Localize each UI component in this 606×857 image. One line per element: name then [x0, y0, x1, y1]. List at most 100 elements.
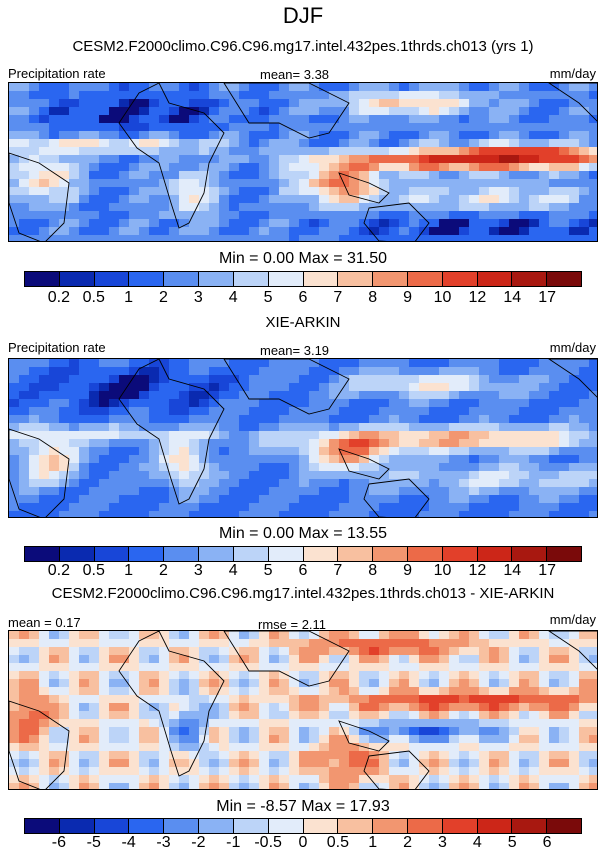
map-cell: [179, 107, 190, 116]
panel-1-map-plot: [9, 83, 597, 241]
map-cell: [429, 203, 440, 212]
map-cell: [29, 703, 40, 712]
map-cell: [289, 163, 300, 172]
map-cell: [39, 663, 50, 672]
map-cell: [499, 123, 510, 132]
map-cell: [279, 487, 290, 496]
map-cell: [479, 463, 490, 472]
map-cell: [289, 367, 300, 376]
map-cell: [519, 383, 530, 392]
map-cell: [309, 415, 320, 424]
map-cell: [289, 463, 300, 472]
map-cell: [359, 211, 370, 220]
map-cell: [219, 163, 230, 172]
map-cell: [39, 783, 50, 789]
map-cell: [169, 735, 180, 744]
colorbar-tick-label: -2: [191, 834, 206, 851]
map-cell: [199, 679, 210, 688]
map-cell: [479, 631, 490, 640]
map-cell: [499, 631, 510, 640]
map-cell: [579, 479, 590, 488]
map-cell: [29, 195, 40, 204]
map-cell: [99, 107, 110, 116]
map-cell: [19, 711, 30, 720]
map-cell: [589, 147, 597, 156]
colorbar-tick-label: -4: [121, 834, 136, 851]
map-cell: [199, 447, 210, 456]
map-cell: [279, 227, 290, 236]
map-cell: [169, 139, 180, 148]
map-cell: [39, 399, 50, 408]
map-cell: [89, 107, 100, 116]
map-cell: [499, 647, 510, 656]
map-cell: [429, 767, 440, 776]
map-cell: [319, 431, 330, 440]
map-cell: [579, 195, 590, 204]
map-cell: [219, 655, 230, 664]
map-cell: [19, 367, 30, 376]
map-cell: [469, 639, 480, 648]
map-cell: [579, 703, 590, 712]
map-cell: [489, 219, 500, 228]
map-cell: [249, 671, 260, 680]
map-cell: [219, 399, 230, 408]
map-cell: [389, 751, 400, 760]
map-cell: [129, 775, 140, 784]
map-cell: [409, 503, 420, 512]
map-cell: [229, 631, 240, 640]
map-cell: [9, 455, 20, 464]
map-cell: [139, 655, 150, 664]
map-cell: [179, 463, 190, 472]
map-cell: [519, 655, 530, 664]
map-cell: [529, 695, 540, 704]
panel-2-colorbar: [24, 546, 582, 562]
map-cell: [369, 147, 380, 156]
map-cell: [209, 123, 220, 132]
map-cell: [579, 727, 590, 736]
map-cell: [109, 171, 120, 180]
map-cell: [29, 663, 40, 672]
map-cell: [19, 219, 30, 228]
map-cell: [459, 139, 470, 148]
map-cell: [59, 463, 70, 472]
map-cell: [329, 711, 340, 720]
map-cell: [529, 163, 540, 172]
map-cell: [239, 735, 250, 744]
map-cell: [579, 407, 590, 416]
map-cell: [229, 203, 240, 212]
map-cell: [449, 447, 460, 456]
map-cell: [19, 751, 30, 760]
map-cell: [49, 759, 60, 768]
map-cell: [589, 703, 597, 712]
map-cell: [269, 695, 280, 704]
map-cell: [509, 703, 520, 712]
map-cell: [39, 203, 50, 212]
map-cell: [279, 115, 290, 124]
map-cell: [219, 155, 230, 164]
map-cell: [319, 187, 330, 196]
map-cell: [429, 219, 440, 228]
map-cell: [109, 471, 120, 480]
map-cell: [379, 219, 390, 228]
map-cell: [399, 115, 410, 124]
map-cell: [399, 195, 410, 204]
map-cell: [199, 91, 210, 100]
map-cell: [529, 663, 540, 672]
map-cell: [79, 719, 90, 728]
map-cell: [549, 91, 560, 100]
map-cell: [9, 407, 20, 416]
map-cell: [249, 719, 260, 728]
map-cell: [209, 687, 220, 696]
map-cell: [389, 631, 400, 640]
coastline: [9, 152, 70, 241]
map-cell: [189, 511, 200, 517]
map-cell: [519, 503, 530, 512]
map-cell: [339, 439, 350, 448]
map-cell: [329, 679, 340, 688]
map-cell: [549, 131, 560, 140]
map-cell: [589, 399, 597, 408]
map-cell: [49, 375, 60, 384]
map-cell: [59, 155, 70, 164]
coastline: [118, 359, 225, 505]
map-cell: [529, 711, 540, 720]
